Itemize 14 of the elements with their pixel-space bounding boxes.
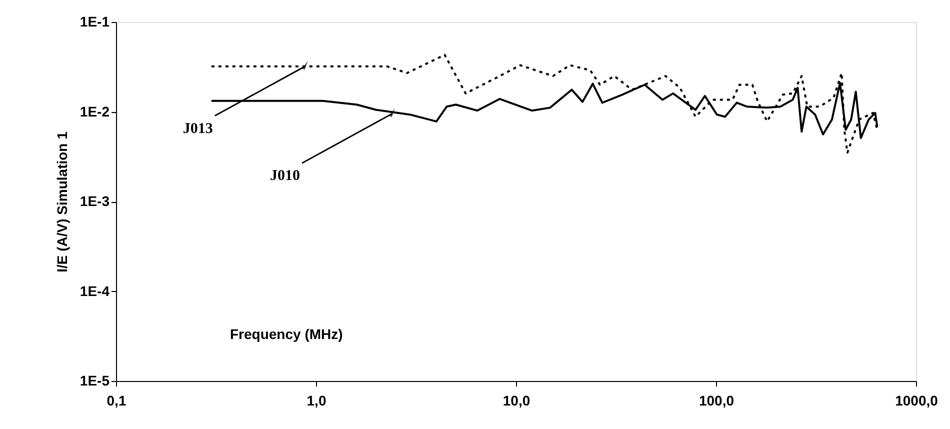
x-tick-label: 1,0: [306, 392, 326, 408]
y-tick-label: 1E-5: [80, 372, 110, 388]
x-tick-label: 100,0: [698, 392, 734, 408]
y-tick-label: 1E-3: [80, 193, 110, 209]
y-tick-label: 1E-2: [80, 103, 110, 120]
x-axis-title: Frequency (MHz): [230, 326, 343, 342]
x-tick-label: 10,0: [502, 392, 530, 408]
annotation: J013: [182, 120, 213, 137]
y-tick-label: 1E-4: [80, 282, 110, 299]
x-tick-label: 0,1: [106, 392, 126, 408]
annotation: J010: [270, 168, 300, 184]
y-tick-label: 1E-1: [80, 14, 110, 30]
x-tick-label: 1000,0: [895, 392, 938, 408]
y-axis-title: I/E (A/V) Simulation 1: [54, 131, 70, 272]
